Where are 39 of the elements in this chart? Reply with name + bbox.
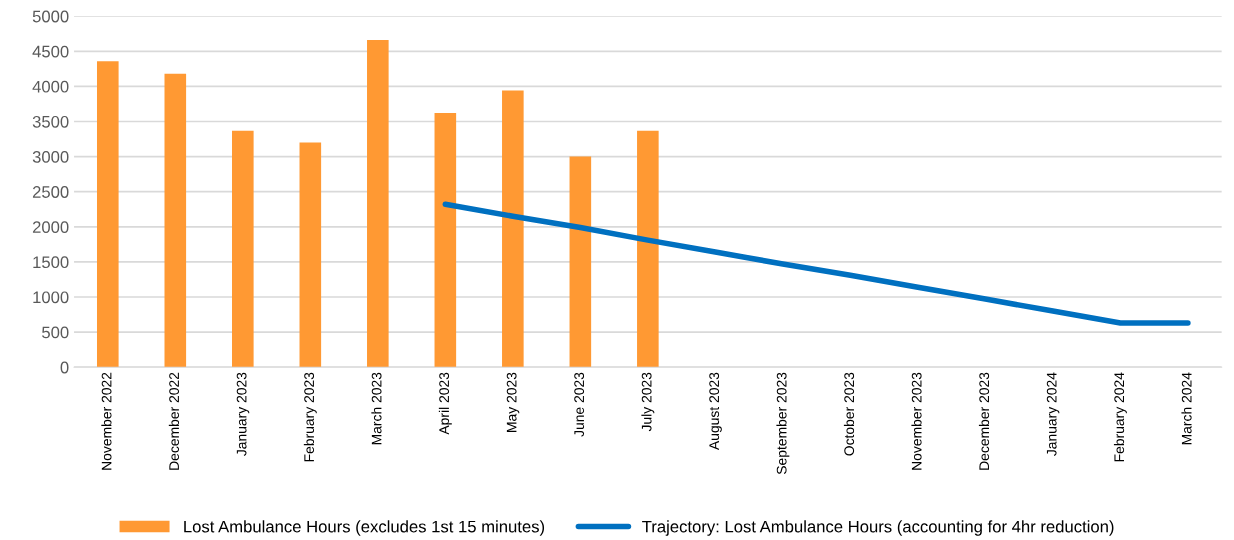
bar — [164, 73, 187, 368]
bar — [367, 40, 389, 368]
x-tick-label: September 2023 — [776, 372, 790, 475]
bar — [232, 130, 254, 368]
x-tick-label: June 2023 — [574, 372, 585, 437]
y-tick-label: 4000 — [32, 80, 69, 93]
x-tick-label: January 2023 — [236, 372, 250, 456]
bar — [96, 61, 119, 368]
x-tick-label: December 2022 — [168, 372, 180, 470]
y-tick-label: 2500 — [32, 186, 69, 198]
y-tick-label: 1000 — [33, 291, 69, 304]
x-tick-label: October 2023 — [843, 372, 855, 456]
x-tick-label: May 2023 — [506, 372, 520, 432]
x-tick-label: March 2023 — [371, 372, 382, 445]
bar — [299, 142, 322, 368]
bar — [637, 130, 659, 368]
x-tick-label: February 2023 — [303, 372, 317, 462]
legend-label: Lost Ambulance Hours (excludes 1st 15 minutes) — [184, 520, 545, 536]
y-tick-label: 3000 — [32, 151, 69, 163]
x-tick-label: March 2024 — [1181, 372, 1192, 445]
bar — [502, 90, 524, 368]
x-tick-label: January 2024 — [1046, 372, 1060, 456]
x-tick-label: July 2023 — [641, 372, 655, 432]
x-tick-label: April 2023 — [438, 372, 452, 435]
y-tick-label: 2000 — [32, 221, 69, 233]
x-tick-label: November 2023 — [911, 372, 922, 470]
legend-label: Trajectory: Lost Ambulance Hours (accounting for 4hr reduction) — [642, 520, 1114, 536]
x-tick-label: December 2023 — [978, 372, 990, 470]
bar — [569, 156, 592, 368]
x-tick-label: November 2022 — [101, 372, 112, 470]
y-tick-label: 4500 — [32, 45, 69, 58]
bar — [434, 113, 457, 368]
y-tick-label: 500 — [42, 326, 69, 339]
y-tick-label: 3500 — [32, 115, 69, 128]
y-tick-label: 1500 — [33, 256, 69, 269]
y-tick-label: 0 — [60, 361, 69, 374]
y-tick-label: 5000 — [32, 10, 69, 23]
x-tick-label: February 2024 — [1113, 372, 1127, 462]
x-tick-label: August 2023 — [709, 372, 722, 451]
